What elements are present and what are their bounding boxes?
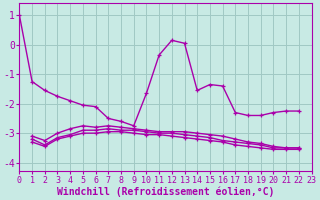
X-axis label: Windchill (Refroidissement éolien,°C): Windchill (Refroidissement éolien,°C) (57, 186, 274, 197)
